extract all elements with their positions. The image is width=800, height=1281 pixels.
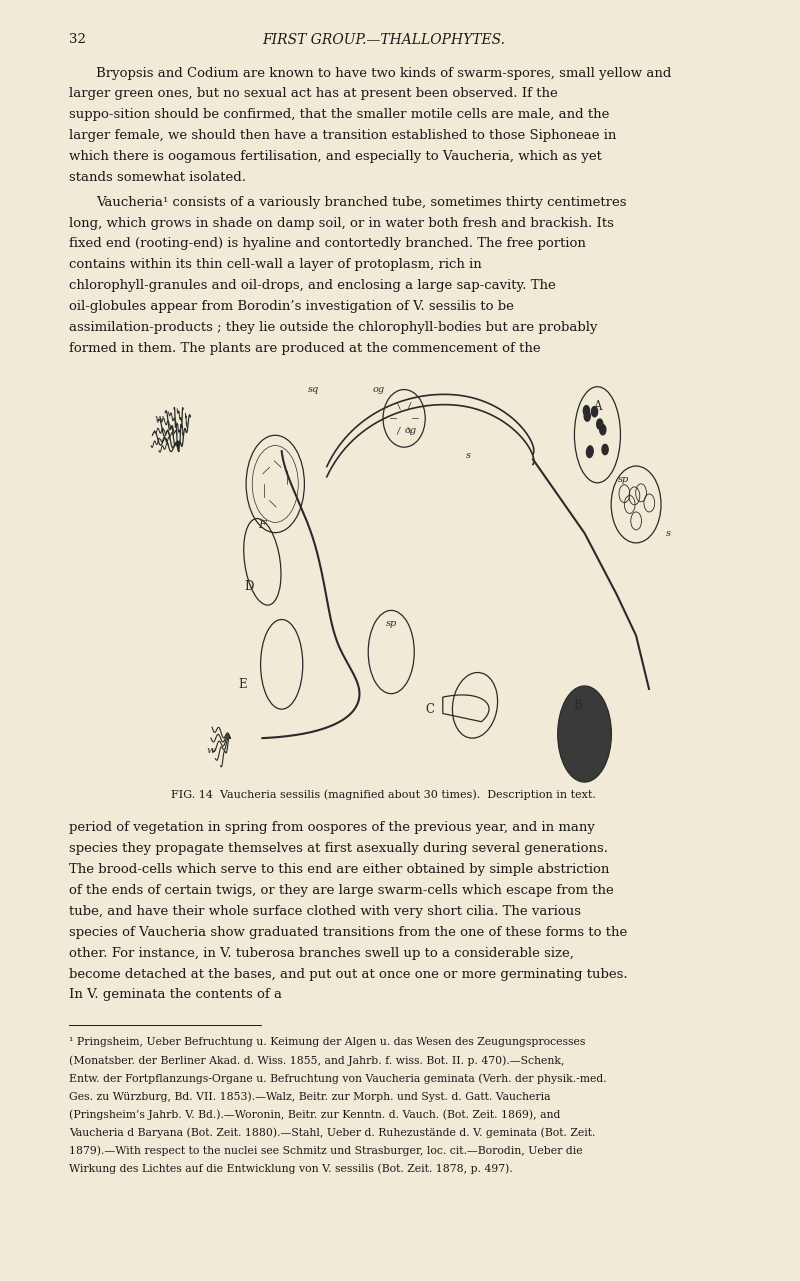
Text: tube, and have their whole surface clothed with very short cilia. The various: tube, and have their whole surface cloth… — [69, 904, 581, 918]
Text: sp: sp — [618, 475, 629, 484]
Circle shape — [597, 419, 603, 429]
Text: E: E — [238, 679, 247, 692]
Ellipse shape — [558, 685, 611, 781]
Text: Vaucheria d Baryana (Bot. Zeit. 1880).—Stahl, Ueber d. Ruhezustände d. V. gemina: Vaucheria d Baryana (Bot. Zeit. 1880).—S… — [69, 1127, 595, 1138]
Text: (Monatsber. der Berliner Akad. d. Wiss. 1855, and Jahrb. f. wiss. Bot. II. p. 47: (Monatsber. der Berliner Akad. d. Wiss. … — [69, 1056, 565, 1066]
Text: Ges. zu Würzburg, Bd. VII. 1853).—Walz, Beitr. zur Morph. und Syst. d. Gatt. Vau: Ges. zu Würzburg, Bd. VII. 1853).—Walz, … — [69, 1091, 550, 1102]
Text: assimilation-products ; they lie outside the chlorophyll-bodies but are probably: assimilation-products ; they lie outside… — [69, 322, 598, 334]
Text: w: w — [206, 746, 215, 755]
Text: D: D — [245, 580, 254, 593]
Text: contains within its thin cell-wall a layer of protoplasm, rich in: contains within its thin cell-wall a lay… — [69, 259, 482, 272]
Text: FIG. 14  Vaucheria sessilis (magnified about 30 times).  Description in text.: FIG. 14 Vaucheria sessilis (magnified ab… — [171, 789, 596, 799]
Text: species of Vaucheria show graduated transitions from the one of these forms to t: species of Vaucheria show graduated tran… — [69, 926, 627, 939]
Text: og: og — [405, 427, 417, 436]
Text: formed in them. The plants are produced at the commencement of the: formed in them. The plants are produced … — [69, 342, 541, 355]
Text: F: F — [258, 520, 266, 530]
Text: ¹ Pringsheim, Ueber Befruchtung u. Keimung der Algen u. das Wesen des Zeugungspr: ¹ Pringsheim, Ueber Befruchtung u. Keimu… — [69, 1038, 586, 1048]
Text: og: og — [372, 386, 385, 395]
Text: become detached at the bases, and put out at once one or more germinating tubes.: become detached at the bases, and put ou… — [69, 967, 628, 980]
Text: The brood-cells which serve to this end are either obtained by simple abstrictio: The brood-cells which serve to this end … — [69, 863, 610, 876]
Text: other. For instance, in V. tuberosa branches swell up to a considerable size,: other. For instance, in V. tuberosa bran… — [69, 947, 574, 959]
Circle shape — [584, 411, 590, 421]
Circle shape — [587, 446, 593, 456]
Text: FIRST GROUP.—THALLOPHYTES.: FIRST GROUP.—THALLOPHYTES. — [262, 33, 505, 47]
Circle shape — [602, 445, 608, 455]
Text: fixed end (rooting-end) is hyaline and contortedly branched. The free portion: fixed end (rooting-end) is hyaline and c… — [69, 237, 586, 251]
Text: chlorophyll-granules and oil-drops, and enclosing a large sap-cavity. The: chlorophyll-granules and oil-drops, and … — [69, 279, 556, 292]
Text: Bryopsis and Codium are known to have two kinds of swarm-spores, small yellow an: Bryopsis and Codium are known to have tw… — [96, 67, 671, 79]
Text: C: C — [426, 703, 434, 716]
Text: species they propagate themselves at first asexually during several generations.: species they propagate themselves at fir… — [69, 842, 608, 856]
Text: Vaucheria¹ consists of a variously branched tube, sometimes thirty centimetres: Vaucheria¹ consists of a variously branc… — [96, 196, 626, 209]
Text: larger green ones, but no sexual act has at present been observed. If the: larger green ones, but no sexual act has… — [69, 87, 558, 100]
Text: A: A — [593, 400, 602, 412]
Text: 1879).—With respect to the nuclei see Schmitz und Strasburger, loc. cit.—Borodin: 1879).—With respect to the nuclei see Sc… — [69, 1145, 582, 1155]
Text: Entw. der Fortpflanzungs-Organe u. Befruchtung von Vaucheria geminata (Verh. der: Entw. der Fortpflanzungs-Organe u. Befru… — [69, 1073, 606, 1084]
Text: s: s — [666, 529, 671, 538]
Circle shape — [600, 424, 606, 434]
Text: 32: 32 — [69, 33, 86, 46]
Text: B: B — [574, 699, 582, 712]
Text: w: w — [155, 414, 164, 423]
Text: of the ends of certain twigs, or they are large swarm-cells which escape from th: of the ends of certain twigs, or they ar… — [69, 884, 614, 897]
Text: stands somewhat isolated.: stands somewhat isolated. — [69, 172, 246, 184]
Text: oil-globules appear from Borodin’s investigation of V. sessilis to be: oil-globules appear from Borodin’s inves… — [69, 300, 514, 313]
Text: period of vegetation in spring from oospores of the previous year, and in many: period of vegetation in spring from oosp… — [69, 821, 595, 834]
Text: long, which grows in shade on damp soil, or in water both fresh and brackish. It: long, which grows in shade on damp soil,… — [69, 216, 614, 229]
Circle shape — [591, 406, 598, 416]
Text: s: s — [466, 451, 471, 460]
Text: which there is oogamous fertilisation, and especially to Vaucheria, which as yet: which there is oogamous fertilisation, a… — [69, 150, 602, 163]
Text: Wirkung des Lichtes auf die Entwicklung von V. sessilis (Bot. Zeit. 1878, p. 497: Wirkung des Lichtes auf die Entwicklung … — [69, 1163, 513, 1173]
Circle shape — [586, 447, 593, 457]
Text: larger female, we should then have a transition established to those Siphoneae i: larger female, we should then have a tra… — [69, 129, 617, 142]
Text: sq: sq — [308, 386, 319, 395]
Circle shape — [583, 406, 590, 416]
Text: (Pringsheim’s Jahrb. V. Bd.).—Woronin, Beitr. zur Kenntn. d. Vauch. (Bot. Zeit. : (Pringsheim’s Jahrb. V. Bd.).—Woronin, B… — [69, 1109, 561, 1120]
Text: In V. geminata the contents of a: In V. geminata the contents of a — [69, 989, 282, 1002]
Text: suppo-sition should be confirmed, that the smaller motile cells are male, and th: suppo-sition should be confirmed, that t… — [69, 109, 610, 122]
Text: sp: sp — [386, 619, 397, 628]
